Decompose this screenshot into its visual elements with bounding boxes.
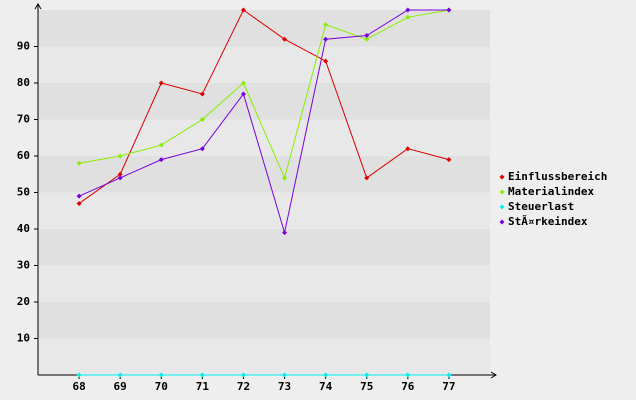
x-tick-label: 74 bbox=[319, 380, 333, 393]
point bbox=[158, 372, 164, 378]
point bbox=[76, 160, 82, 166]
x-tick-label: 73 bbox=[278, 380, 291, 393]
point bbox=[117, 175, 123, 181]
point bbox=[117, 372, 123, 378]
point bbox=[446, 157, 452, 163]
point bbox=[158, 142, 164, 148]
legend-label: StÃ¤rkeindex bbox=[508, 215, 588, 228]
point bbox=[199, 117, 205, 122]
point bbox=[364, 36, 370, 42]
point bbox=[364, 372, 370, 378]
point bbox=[76, 200, 82, 206]
point bbox=[446, 372, 452, 378]
x-tick-label: 75 bbox=[360, 380, 373, 393]
legend-label: Einflussbereich bbox=[508, 170, 607, 183]
point bbox=[282, 230, 288, 236]
x-tick-label: 77 bbox=[442, 380, 455, 393]
point bbox=[117, 153, 123, 159]
point bbox=[240, 372, 246, 378]
point bbox=[323, 372, 329, 378]
grid-band bbox=[38, 156, 490, 193]
x-tick-label: 70 bbox=[155, 380, 168, 393]
point bbox=[158, 157, 164, 163]
point bbox=[158, 80, 164, 86]
legend-marker bbox=[499, 174, 505, 180]
point bbox=[323, 22, 329, 28]
y-tick-label: 90 bbox=[17, 40, 30, 53]
point bbox=[199, 91, 205, 97]
legend-marker bbox=[499, 189, 505, 195]
point bbox=[405, 14, 411, 20]
x-tick-label: 68 bbox=[72, 380, 85, 393]
grid-band bbox=[38, 10, 490, 47]
point bbox=[405, 146, 411, 152]
point bbox=[405, 372, 411, 378]
x-tick-label: 69 bbox=[114, 380, 127, 393]
y-tick-label: 80 bbox=[17, 76, 30, 89]
y-tick-label: 60 bbox=[17, 149, 30, 162]
grid-band bbox=[38, 119, 490, 156]
grid-band bbox=[38, 265, 490, 302]
point bbox=[282, 372, 288, 378]
y-tick-label: 70 bbox=[17, 113, 30, 126]
y-tick-label: 20 bbox=[17, 295, 30, 308]
point bbox=[364, 175, 370, 181]
series-line bbox=[78, 9, 450, 204]
point bbox=[76, 372, 82, 378]
x-tick-label: 76 bbox=[401, 380, 415, 393]
x-tick-label: 72 bbox=[237, 380, 250, 393]
y-tick-label: 30 bbox=[17, 259, 30, 272]
series-line bbox=[79, 9, 449, 180]
x-axis-arrow bbox=[490, 371, 497, 379]
legend-marker bbox=[499, 204, 505, 210]
point bbox=[199, 372, 205, 378]
point bbox=[364, 33, 370, 39]
point bbox=[323, 58, 329, 64]
grid-band bbox=[38, 83, 490, 120]
point bbox=[282, 175, 288, 181]
point bbox=[240, 7, 246, 13]
grid-band bbox=[38, 338, 490, 375]
point bbox=[117, 171, 123, 177]
point bbox=[240, 80, 246, 86]
point bbox=[240, 91, 246, 97]
series-line bbox=[78, 9, 449, 233]
grid-band bbox=[38, 229, 490, 266]
point bbox=[199, 146, 205, 152]
point bbox=[323, 36, 329, 42]
y-tick-label: 10 bbox=[17, 332, 30, 345]
legend-marker bbox=[499, 219, 505, 225]
y-tick-label: 50 bbox=[17, 186, 30, 199]
grid-band bbox=[38, 192, 490, 229]
grid-band bbox=[38, 302, 490, 339]
point bbox=[282, 36, 288, 42]
point bbox=[405, 7, 411, 13]
legend-label: Steuerlast bbox=[508, 200, 574, 213]
y-tick-label: 40 bbox=[17, 222, 30, 235]
y-axis-arrow bbox=[34, 3, 42, 10]
point bbox=[76, 193, 82, 199]
point bbox=[446, 7, 452, 13]
x-tick-label: 71 bbox=[196, 380, 210, 393]
legend-label: Materialindex bbox=[508, 185, 594, 198]
grid-band bbox=[38, 46, 490, 83]
